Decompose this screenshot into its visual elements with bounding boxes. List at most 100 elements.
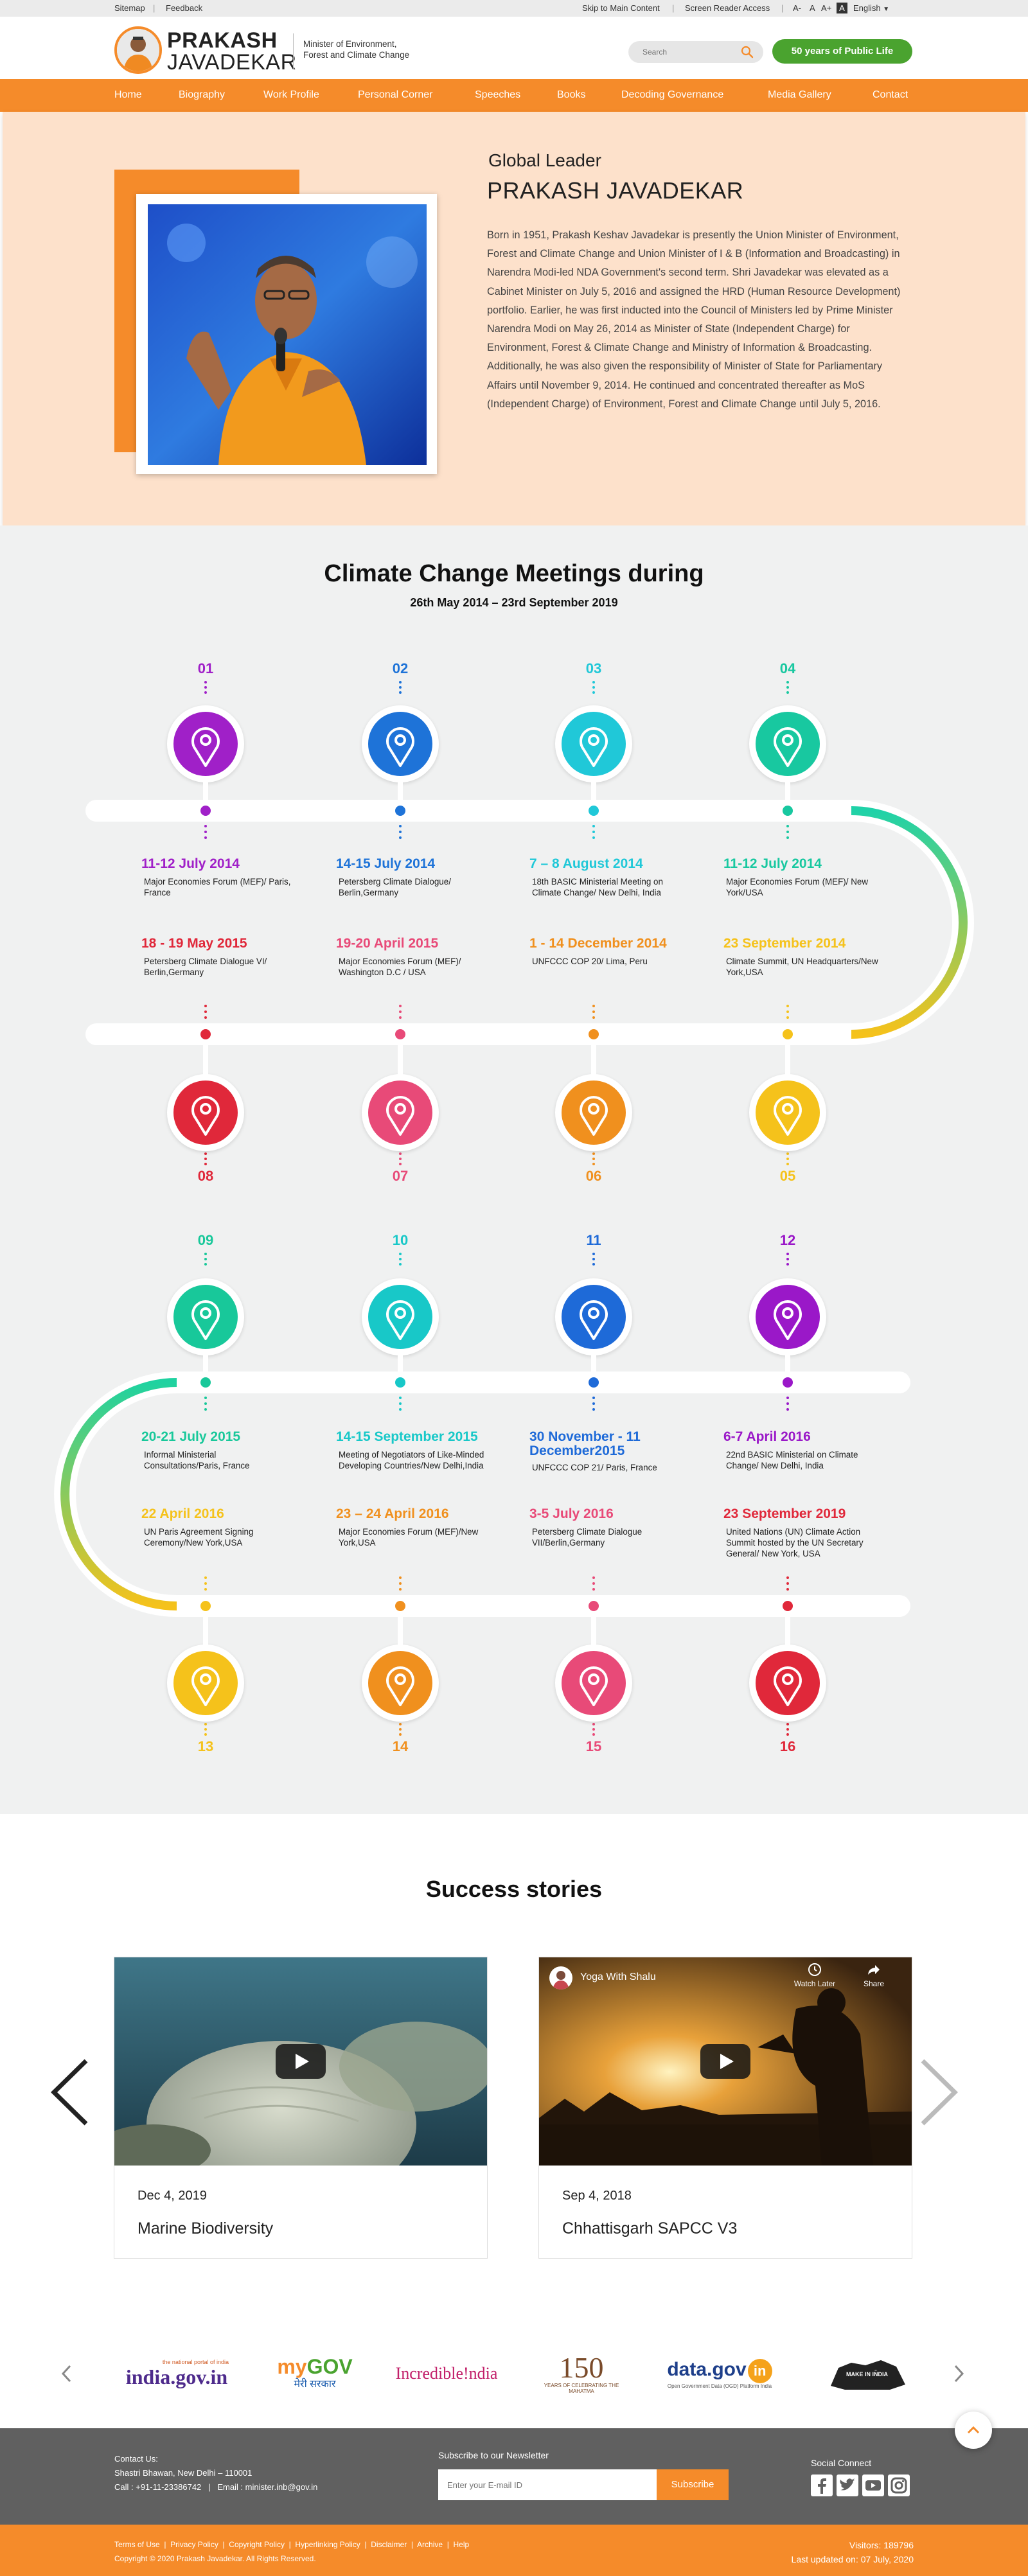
meeting-date: 11-12 July 2014 xyxy=(723,856,822,871)
location-pin-marker[interactable] xyxy=(749,705,826,782)
partner-mygov[interactable]: myGOV मेरी सरकार xyxy=(276,2338,353,2409)
watch-later-label[interactable]: Watch Later xyxy=(793,1979,836,1988)
share-icon[interactable] xyxy=(867,1963,881,1977)
partner-incredible-india[interactable]: Incredible!ndia xyxy=(386,2338,508,2409)
meeting-description: Major Economies Forum (MEF)/New York,USA xyxy=(339,1527,479,1548)
brand-name[interactable]: PRAKASH xyxy=(167,28,278,53)
nav-speeches[interactable]: Speeches xyxy=(475,89,521,100)
video-thumbnail[interactable]: Yoga With Shalu Watch Later Share xyxy=(539,1957,912,2166)
partner-data-gov[interactable]: data.gov in Open Government Data (OGD) Pl… xyxy=(655,2338,784,2409)
chevron-left-icon[interactable] xyxy=(60,2364,73,2383)
facebook-icon[interactable] xyxy=(811,2475,833,2496)
dotted-connector xyxy=(204,1576,207,1591)
location-pin-marker[interactable] xyxy=(749,1074,826,1151)
location-pin-marker[interactable] xyxy=(749,1645,826,1722)
footer-links[interactable]: Terms of Use | Privacy Policy | Copyrigh… xyxy=(114,2540,470,2549)
partner-name: MAKE IN INDIA xyxy=(844,2370,890,2378)
pin-circle xyxy=(562,1651,626,1715)
location-pin-marker[interactable] xyxy=(167,1645,244,1722)
twitter-icon[interactable] xyxy=(837,2475,858,2496)
track-node-dot xyxy=(783,1029,793,1039)
channel-name[interactable]: Yoga With Shalu xyxy=(580,1972,656,1982)
play-button[interactable] xyxy=(276,2044,326,2079)
meeting-number: 09 xyxy=(197,1232,214,1248)
pin-stem xyxy=(203,1606,208,1646)
pin-circle xyxy=(756,1285,820,1349)
feedback-link[interactable]: Feedback xyxy=(166,3,203,13)
partner-tagline: मेरी सरकार xyxy=(294,2379,336,2390)
location-pin-marker[interactable] xyxy=(362,705,439,782)
chevron-right-icon[interactable] xyxy=(919,2057,960,2128)
search-input[interactable] xyxy=(628,41,763,63)
location-pin-marker[interactable] xyxy=(555,705,632,782)
video-thumbnail[interactable] xyxy=(114,1957,487,2166)
nav-biography[interactable]: Biography xyxy=(179,89,226,100)
location-pin-marker[interactable] xyxy=(362,1645,439,1722)
nav-work-profile[interactable]: Work Profile xyxy=(263,89,319,100)
partner-name: GOV xyxy=(306,2355,353,2378)
screen-reader-link[interactable]: Screen Reader Access xyxy=(685,3,770,13)
story-card[interactable]: Yoga With Shalu Watch Later Share Sep 4,… xyxy=(538,1957,912,2259)
contrast-button[interactable]: A xyxy=(837,3,847,13)
track-node-dot xyxy=(200,1377,211,1388)
location-pin-marker[interactable] xyxy=(555,1645,632,1722)
location-pin-marker[interactable] xyxy=(362,1278,439,1355)
fifty-years-button[interactable]: 50 years of Public Life xyxy=(772,39,912,64)
location-pin-marker[interactable] xyxy=(362,1074,439,1151)
font-increase-button[interactable]: A+ xyxy=(821,3,832,13)
youtube-icon[interactable] xyxy=(862,2475,884,2496)
sitemap-link[interactable]: Sitemap xyxy=(114,3,145,13)
meeting-number: 03 xyxy=(585,660,602,676)
location-pin-marker[interactable] xyxy=(167,1278,244,1355)
profile-logo[interactable] xyxy=(114,26,162,74)
dotted-connector xyxy=(592,1152,595,1165)
separator: | xyxy=(153,3,155,13)
timeline-track xyxy=(54,800,974,1617)
dotted-connector xyxy=(399,1152,402,1165)
chevron-left-icon[interactable] xyxy=(49,2057,90,2128)
nav-contact[interactable]: Contact xyxy=(873,89,908,100)
meeting-number: 04 xyxy=(779,660,796,676)
story-title[interactable]: Chhattisgarh SAPCC V3 xyxy=(562,2219,738,2237)
meeting-number: 01 xyxy=(197,660,214,676)
language-select[interactable]: English ▼ xyxy=(853,3,889,13)
location-pin-marker[interactable] xyxy=(749,1278,826,1355)
map-pin-icon xyxy=(191,727,220,767)
clock-icon[interactable] xyxy=(808,1963,822,1977)
skip-to-content-link[interactable]: Skip to Main Content xyxy=(582,3,660,13)
dotted-connector xyxy=(399,825,402,839)
font-normal-button[interactable]: A xyxy=(810,3,815,13)
location-pin-marker[interactable] xyxy=(555,1278,632,1355)
pin-stem xyxy=(591,781,596,811)
contact-line[interactable]: Call : +91-11-23386742 | Email : ministe… xyxy=(114,2482,318,2492)
nav-home[interactable]: Home xyxy=(114,89,142,100)
location-pin-marker[interactable] xyxy=(555,1074,632,1151)
font-decrease-button[interactable]: A- xyxy=(793,3,801,13)
play-button[interactable] xyxy=(700,2044,750,2079)
chevron-right-icon[interactable] xyxy=(952,2364,965,2383)
instagram-icon[interactable] xyxy=(888,2475,910,2496)
channel-avatar[interactable] xyxy=(549,1966,572,1989)
pin-stem xyxy=(398,1606,403,1646)
share-label[interactable]: Share xyxy=(863,1979,885,1988)
partner-gandhi-150[interactable]: 150 YEARS OF CELEBRATING THE MAHATMA xyxy=(540,2338,623,2409)
pin-circle xyxy=(173,712,238,776)
meeting-date: 3-5 July 2016 xyxy=(529,1506,614,1521)
nav-media-gallery[interactable]: Media Gallery xyxy=(768,89,831,100)
search-icon[interactable] xyxy=(740,45,754,59)
brand-surname[interactable]: JAVADEKAR xyxy=(167,50,297,75)
subscribe-button[interactable]: Subscribe xyxy=(657,2469,729,2500)
back-to-top-button[interactable] xyxy=(955,2412,992,2449)
nav-personal-corner[interactable]: Personal Corner xyxy=(358,89,433,100)
story-title[interactable]: Marine Biodiversity xyxy=(137,2219,274,2237)
story-card[interactable]: Dec 4, 2019 Marine Biodiversity xyxy=(114,1957,488,2259)
location-pin-marker[interactable] xyxy=(167,1074,244,1151)
newsletter-email-input[interactable] xyxy=(438,2469,657,2500)
nav-books[interactable]: Books xyxy=(557,89,586,100)
nav-decoding-governance[interactable]: Decoding Governance xyxy=(621,89,724,100)
partner-india-gov[interactable]: the national portal of india india.gov.i… xyxy=(109,2338,244,2409)
dotted-connector xyxy=(786,1723,789,1736)
partner-make-in-india[interactable]: MAKE IN INDIA xyxy=(822,2338,912,2409)
location-pin-marker[interactable] xyxy=(167,705,244,782)
partner-name: my xyxy=(277,2355,307,2378)
